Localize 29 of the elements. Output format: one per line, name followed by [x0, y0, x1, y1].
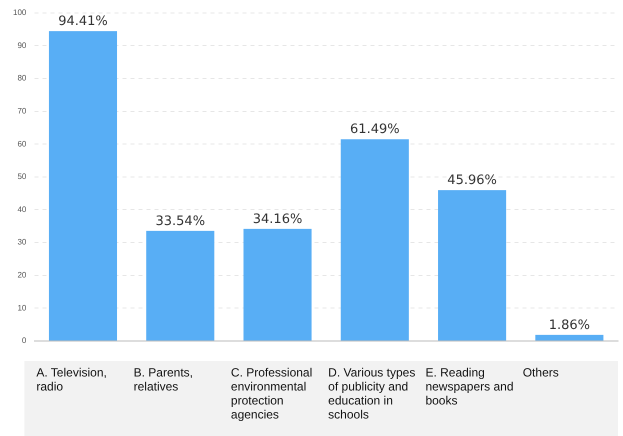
data-label: 34.16%	[252, 212, 302, 227]
y-tick-label: 20	[17, 270, 27, 280]
y-tick-label: 10	[17, 303, 27, 312]
bar	[48, 31, 118, 340]
x-tick-label: D. Various types of publicity and education in schools	[328, 365, 416, 422]
y-tick-label: 90	[17, 40, 27, 50]
data-label: 45.96%	[447, 173, 497, 188]
data-label: 33.54%	[155, 214, 206, 229]
x-tick-label: Others	[522, 365, 559, 380]
y-tick-label: 40	[17, 204, 27, 214]
y-tick-label: 100	[12, 8, 27, 18]
y-tick-label: 0	[22, 336, 27, 346]
bar	[438, 190, 506, 340]
bar	[340, 139, 409, 340]
y-tick-label: 60	[17, 139, 27, 148]
bar	[535, 334, 604, 340]
bar	[243, 228, 312, 340]
y-tick-label: 30	[17, 238, 27, 247]
bar	[146, 230, 214, 340]
data-label: 61.49%	[350, 122, 400, 138]
x-tick-label: B. Parents, relatives	[134, 365, 193, 394]
x-tick-label: E. Reading newspapers and books	[425, 365, 514, 408]
y-tick-label: 50	[17, 172, 27, 182]
x-tick-label: C. Professional environmental protection agencies	[230, 365, 312, 422]
y-tick-label: 80	[17, 74, 27, 83]
data-label: 94.41%	[58, 14, 108, 30]
y-tick-label: 70	[17, 106, 27, 116]
x-tick-label: A. Television, radio	[36, 365, 107, 394]
data-label: 1.86%	[548, 318, 590, 333]
